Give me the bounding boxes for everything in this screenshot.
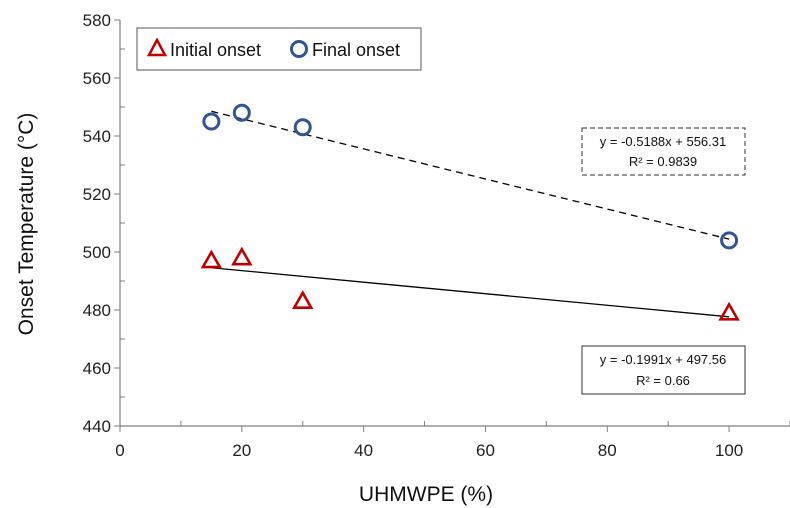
final-onset-r2: R² = 0.9839 (629, 154, 697, 169)
final-onset-equation-border (581, 127, 746, 176)
final-onset-equation-box: y = -0.5188x + 556.31 R² = 0.9839 (581, 127, 746, 176)
x-tick-label: 80 (598, 441, 617, 460)
x-tick-label: 40 (354, 441, 373, 460)
initial-onset-equation-border (581, 345, 746, 395)
legend: Initial onset Final onset (136, 27, 422, 71)
legend-initial-onset-marker (146, 37, 168, 57)
data-points (200, 103, 740, 321)
x-axis-title: UHMWPE (%) (359, 483, 493, 506)
final-onset-equation: y = -0.5188x + 556.31 (600, 134, 726, 149)
legend-final-onset-label: Final onset (312, 40, 400, 60)
final-onset-point (293, 118, 312, 137)
y-tick-label: 480 (83, 301, 111, 320)
y-tick-label: 500 (83, 243, 111, 262)
y-axis-title: Onset Temperature (°C) (15, 113, 38, 336)
final-onset-point (202, 112, 221, 131)
x-tick-label: 20 (232, 441, 251, 460)
initial-onset-equation-box: y = -0.1991x + 497.56 R² = 0.66 (581, 345, 746, 395)
initial-onset-equation: y = -0.1991x + 497.56 (600, 352, 726, 367)
y-tick-label: 440 (83, 417, 111, 436)
y-tick-label: 580 (83, 11, 111, 30)
initial-onset-r2: R² = 0.66 (636, 373, 690, 388)
y-tick-label: 460 (83, 359, 111, 378)
x-tick-label: 100 (715, 441, 743, 460)
legend-initial-onset-label: Initial onset (170, 40, 261, 60)
x-tick-label: 0 (115, 441, 124, 460)
initial-onset-point (200, 249, 223, 269)
axes: 440 460 480 500 520 540 560 580 0 20 40 60 80 100 (83, 11, 790, 460)
initial-onset-point (718, 301, 740, 321)
initial-onset-point (291, 290, 314, 309)
initial-onset-point (231, 246, 253, 266)
legend-box (136, 27, 422, 71)
y-tick-label: 540 (83, 127, 111, 146)
trendline-initial-onset (211, 267, 730, 318)
x-tick-label: 60 (476, 441, 495, 460)
legend-final-onset-marker (290, 40, 308, 58)
y-tick-label: 560 (83, 69, 111, 88)
final-onset-point (232, 103, 251, 122)
final-onset-point (720, 231, 739, 250)
y-tick-label: 520 (83, 185, 111, 204)
